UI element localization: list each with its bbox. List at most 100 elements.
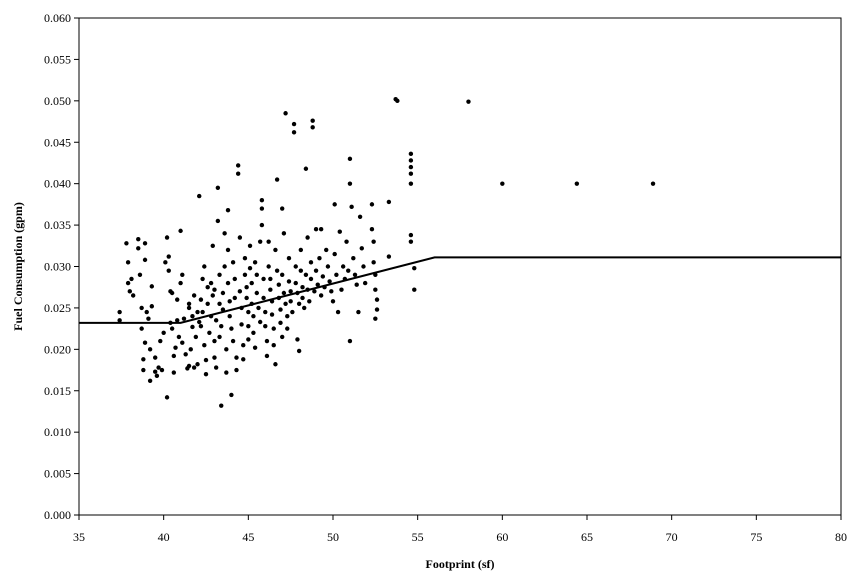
data-point — [197, 319, 202, 325]
data-point — [161, 330, 166, 335]
data-point — [242, 256, 248, 261]
data-point — [198, 323, 204, 329]
data-point — [246, 323, 251, 329]
data-point — [271, 326, 276, 331]
data-point — [230, 260, 236, 265]
x-tick-label: 55 — [412, 530, 424, 544]
data-point — [308, 276, 314, 282]
data-point — [320, 274, 326, 279]
data-point — [302, 305, 307, 311]
data-point — [264, 338, 270, 344]
data-point — [127, 289, 132, 294]
data-point — [222, 231, 227, 236]
data-point — [129, 276, 134, 282]
data-point — [386, 199, 392, 205]
data-point — [369, 202, 375, 207]
data-point — [154, 373, 160, 379]
data-point — [276, 282, 282, 287]
data-point — [249, 280, 254, 286]
data-point — [303, 272, 309, 277]
data-point — [335, 309, 341, 315]
data-point — [197, 193, 202, 199]
data-point — [290, 309, 295, 315]
data-point — [158, 338, 163, 344]
data-point — [153, 355, 158, 360]
x-tick-label: 60 — [496, 530, 508, 544]
data-point — [325, 264, 331, 269]
y-tick-label: 0.020 — [44, 342, 71, 356]
data-point — [212, 287, 217, 292]
data-point — [186, 363, 192, 369]
data-point — [229, 392, 234, 398]
data-point — [125, 280, 131, 286]
data-point — [205, 301, 210, 306]
data-point — [180, 272, 185, 277]
data-point — [191, 293, 197, 298]
data-point — [288, 299, 293, 304]
data-point — [210, 243, 215, 248]
plot-area — [78, 17, 842, 516]
y-tick-label: 0.040 — [44, 177, 71, 191]
data-point — [224, 370, 229, 375]
data-point — [412, 287, 417, 292]
data-point — [224, 347, 229, 352]
data-point — [280, 272, 285, 277]
data-point — [300, 295, 305, 301]
x-tick-label: 35 — [73, 530, 85, 544]
data-point — [212, 338, 217, 344]
data-point — [373, 287, 378, 292]
data-point — [371, 260, 376, 265]
data-point — [337, 229, 342, 234]
data-point — [146, 316, 151, 321]
data-point — [307, 299, 312, 304]
data-point — [195, 309, 200, 315]
data-point — [149, 304, 155, 309]
data-point — [351, 256, 356, 261]
data-point — [251, 314, 256, 319]
y-tick-label: 0.035 — [44, 218, 71, 232]
data-point — [313, 227, 319, 232]
data-point — [202, 264, 207, 269]
data-point — [357, 214, 363, 219]
y-tick-label: 0.060 — [44, 11, 71, 25]
y-tick-label: 0.015 — [44, 384, 71, 398]
data-point — [171, 353, 177, 359]
data-point — [274, 177, 280, 182]
data-point — [188, 347, 193, 352]
data-point — [237, 289, 243, 294]
data-point — [268, 276, 273, 282]
data-point — [169, 326, 175, 331]
data-point — [395, 98, 400, 104]
data-point — [256, 305, 261, 311]
data-point — [147, 347, 153, 352]
data-point — [217, 334, 222, 340]
data-point — [315, 282, 320, 287]
data-point — [298, 268, 304, 273]
data-point — [291, 121, 297, 127]
data-point — [273, 247, 278, 253]
x-tick-label: 40 — [158, 530, 170, 544]
data-point — [222, 264, 227, 269]
data-point — [310, 118, 315, 123]
x-tick-label: 80 — [835, 530, 847, 544]
data-point — [300, 285, 305, 290]
data-point — [252, 260, 258, 265]
data-point — [650, 181, 656, 186]
data-point — [125, 260, 131, 265]
data-point — [266, 239, 271, 244]
data-point — [263, 309, 268, 315]
data-point — [142, 257, 148, 263]
data-point — [408, 232, 414, 238]
data-point — [273, 362, 278, 367]
data-point — [173, 345, 178, 350]
data-point — [361, 264, 366, 269]
data-point — [190, 324, 195, 330]
data-point — [213, 318, 219, 323]
data-point — [117, 318, 122, 323]
data-point — [261, 276, 266, 282]
data-point — [139, 305, 144, 311]
data-point — [142, 241, 148, 246]
data-point — [310, 125, 315, 130]
data-point — [181, 316, 187, 321]
data-point — [257, 239, 263, 244]
